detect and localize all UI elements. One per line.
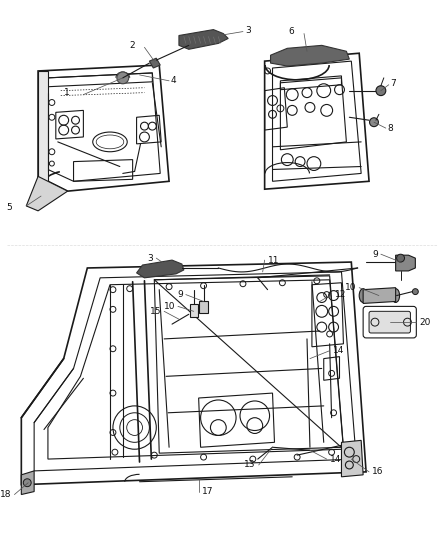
Text: 11: 11 [268,256,279,264]
Polygon shape [38,71,48,191]
Text: 6: 6 [289,27,294,36]
Polygon shape [363,288,396,303]
Text: 8: 8 [388,124,393,133]
Circle shape [117,72,129,84]
Polygon shape [342,440,363,477]
Text: 3: 3 [245,26,251,35]
Polygon shape [149,58,160,68]
Polygon shape [21,471,34,495]
Text: 9: 9 [177,290,183,299]
Circle shape [23,479,31,487]
Polygon shape [179,30,228,49]
Ellipse shape [392,289,399,302]
Text: 5: 5 [7,204,12,212]
Text: 3: 3 [148,254,153,263]
Text: 15: 15 [150,307,161,316]
Polygon shape [137,260,184,278]
Polygon shape [190,304,198,317]
Text: 14: 14 [330,455,341,464]
Text: 2: 2 [129,41,134,50]
Ellipse shape [359,289,367,302]
Circle shape [370,118,378,127]
Circle shape [397,254,405,262]
Text: 13: 13 [244,461,256,470]
Text: 14: 14 [332,346,344,355]
Text: 4: 4 [171,76,177,85]
Text: 18: 18 [0,490,11,499]
Text: 20: 20 [419,318,431,327]
Text: 12: 12 [335,290,346,299]
Text: 9: 9 [372,249,378,259]
Text: 1: 1 [64,88,70,97]
Text: 7: 7 [391,79,396,88]
Polygon shape [271,45,350,66]
Text: 17: 17 [201,487,213,496]
Polygon shape [26,176,67,211]
Text: 10: 10 [345,283,356,292]
FancyBboxPatch shape [369,311,410,333]
Polygon shape [396,255,415,271]
Text: 16: 16 [372,467,384,477]
Polygon shape [199,302,208,313]
Circle shape [413,289,418,295]
Text: 10: 10 [163,302,175,311]
Circle shape [376,86,386,95]
